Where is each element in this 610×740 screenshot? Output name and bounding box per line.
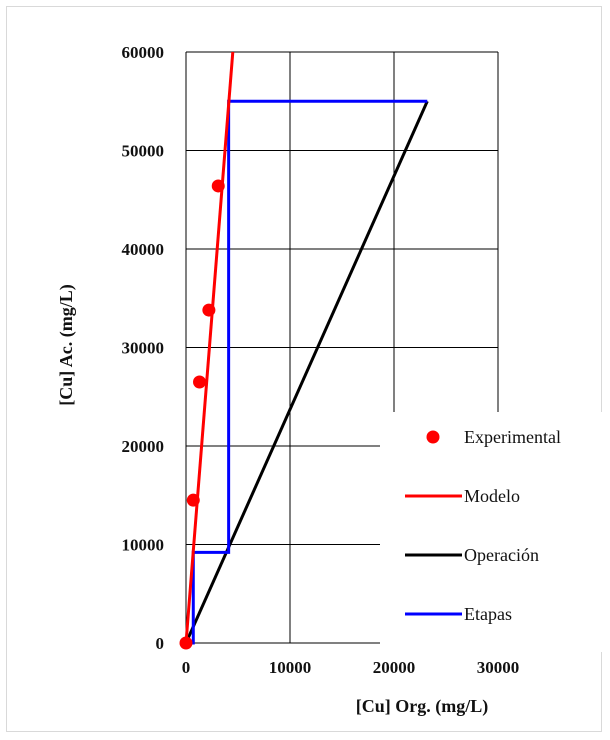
y-axis-label: [Cu] Ac. (mg/L) [56, 284, 77, 405]
point-experimental [179, 636, 193, 650]
y-tick-label: 50000 [122, 142, 165, 161]
x-tick-label: 10000 [269, 658, 312, 677]
legend-label-modelo: Modelo [464, 486, 520, 506]
x-axis-label: [Cu] Org. (mg/L) [356, 696, 488, 717]
point-experimental [202, 303, 216, 317]
legend-label-operacion: Operación [464, 545, 539, 565]
y-tick-label: 60000 [122, 43, 165, 62]
point-experimental [186, 493, 200, 507]
legend-background [380, 412, 605, 652]
legend-label-etapas: Etapas [464, 604, 512, 624]
x-tick-label: 30000 [477, 658, 520, 677]
y-tick-label: 40000 [122, 240, 165, 259]
point-experimental [211, 179, 225, 193]
tick-labels: 0 10000 20000 30000 0 10000 20000 30000 40000 500… [122, 43, 520, 677]
line-modelo [184, 51, 235, 644]
series [179, 51, 429, 650]
y-tick-label: 0 [156, 634, 165, 653]
legend-marker-experimental [426, 430, 440, 444]
point-experimental [193, 375, 207, 389]
y-tick-label: 20000 [122, 437, 165, 456]
x-tick-label: 20000 [373, 658, 416, 677]
legend-label-experimental: Experimental [464, 427, 561, 447]
y-tick-label: 30000 [122, 339, 165, 358]
x-tick-label: 0 [182, 658, 191, 677]
legend: Experimental Modelo Operación Etapas [380, 412, 605, 652]
y-tick-label: 10000 [122, 536, 165, 555]
